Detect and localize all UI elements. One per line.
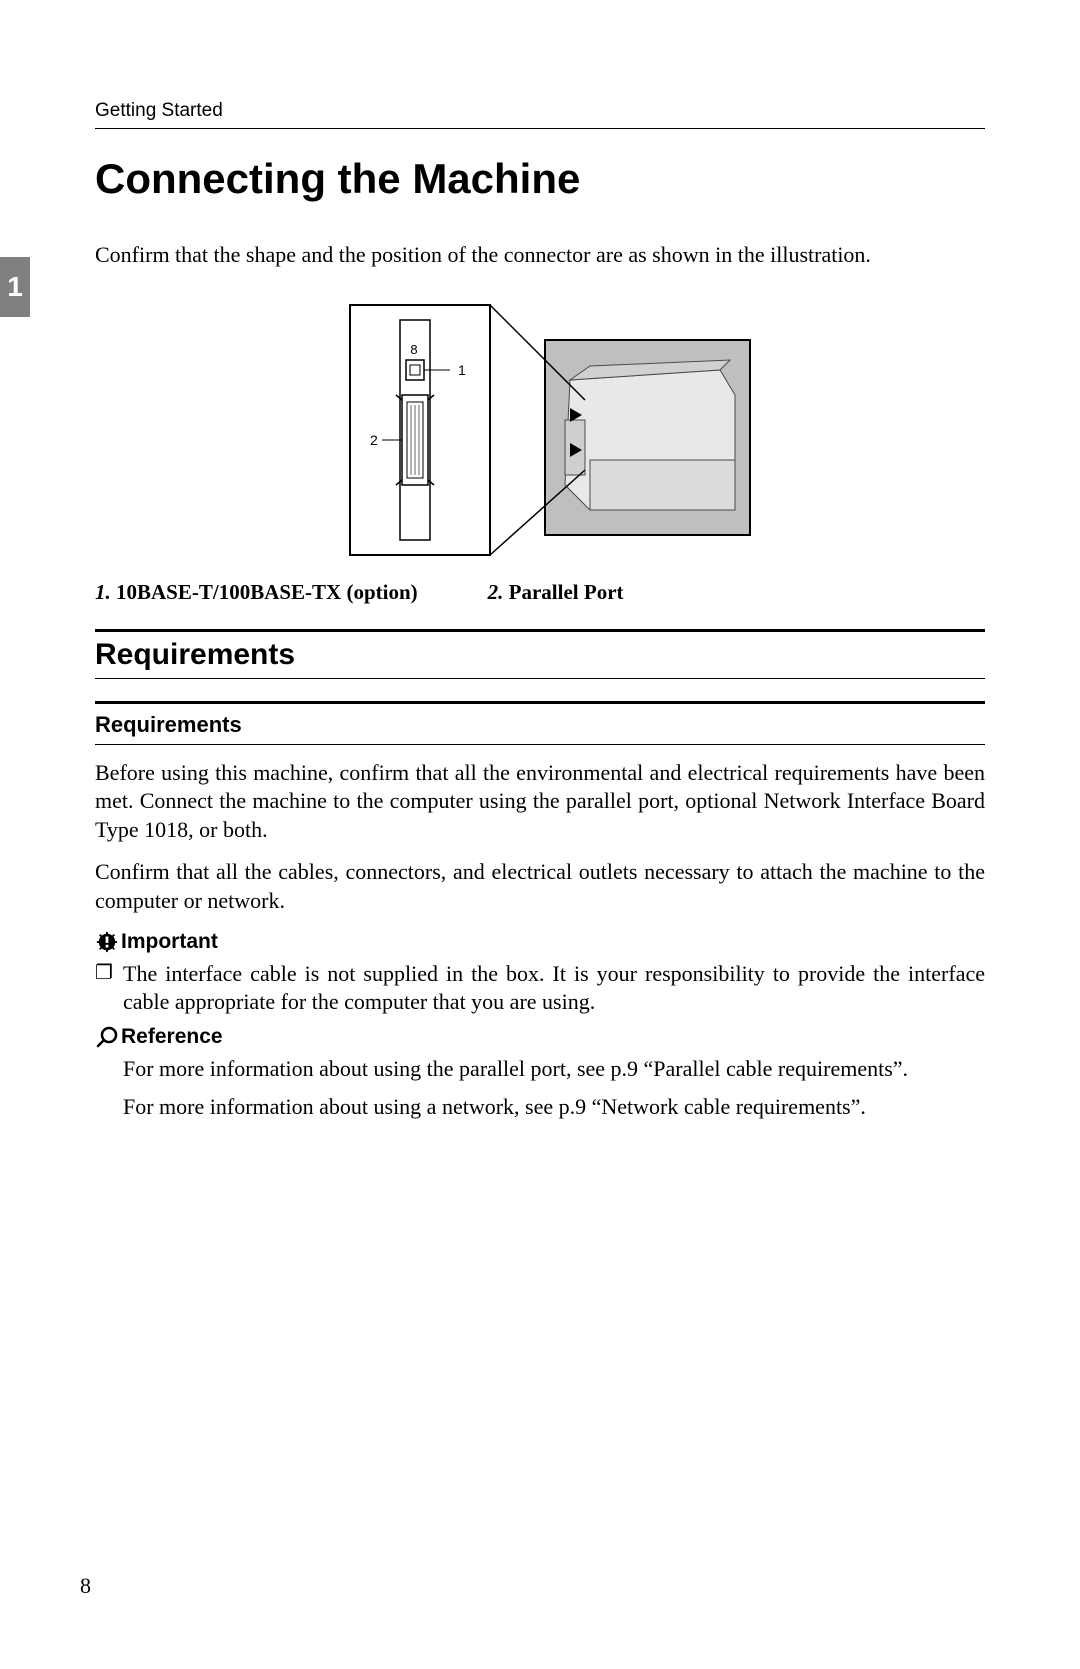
callout-1-num: 1. — [95, 580, 111, 604]
diagram-label-8: 8 — [410, 342, 417, 357]
gear-warning-icon — [95, 930, 119, 954]
callout-2-text: Parallel Port — [509, 580, 624, 604]
connector-diagram: 8 1 2 — [290, 300, 790, 560]
intro-paragraph: Confirm that the shape and the position … — [95, 241, 985, 270]
illustration: 8 1 2 — [95, 300, 985, 560]
section-heading: Requirements — [95, 629, 985, 679]
reference-block: For more information about using the par… — [95, 1055, 985, 1122]
requirements-para-2: Confirm that all the cables, connectors,… — [95, 858, 985, 915]
callout-2-num: 2. — [488, 580, 504, 604]
page: 1 Getting Started Connecting the Machine… — [0, 0, 1080, 1669]
magnifier-icon — [95, 1025, 119, 1049]
callout-1-text: 10BASE-T/100BASE-TX (option) — [116, 580, 418, 604]
subsection-heading: Requirements — [95, 701, 985, 745]
requirements-para-1: Before using this machine, confirm that … — [95, 759, 985, 845]
reference-heading: Reference — [95, 1025, 985, 1049]
page-title: Connecting the Machine — [95, 155, 985, 203]
reference-para-1: For more information about using the par… — [95, 1055, 985, 1084]
callout-1: 1. 10BASE-T/100BASE-TX (option) — [95, 580, 418, 605]
important-list: The interface cable is not supplied in t… — [95, 960, 985, 1017]
important-label: Important — [121, 930, 218, 954]
printer-shape — [565, 360, 735, 510]
callout-2: 2. Parallel Port — [488, 580, 624, 605]
important-heading: Important — [95, 930, 985, 954]
diagram-label-1: 1 — [458, 362, 466, 378]
page-number: 8 — [80, 1573, 91, 1599]
reference-label: Reference — [121, 1025, 223, 1049]
running-head: Getting Started — [95, 100, 985, 129]
diagram-label-2: 2 — [370, 432, 378, 448]
reference-para-2: For more information about using a netwo… — [95, 1093, 985, 1122]
important-item-1: The interface cable is not supplied in t… — [123, 960, 985, 1017]
chapter-tab: 1 — [0, 257, 30, 317]
callout-labels: 1. 10BASE-T/100BASE-TX (option) 2. Paral… — [95, 580, 985, 605]
